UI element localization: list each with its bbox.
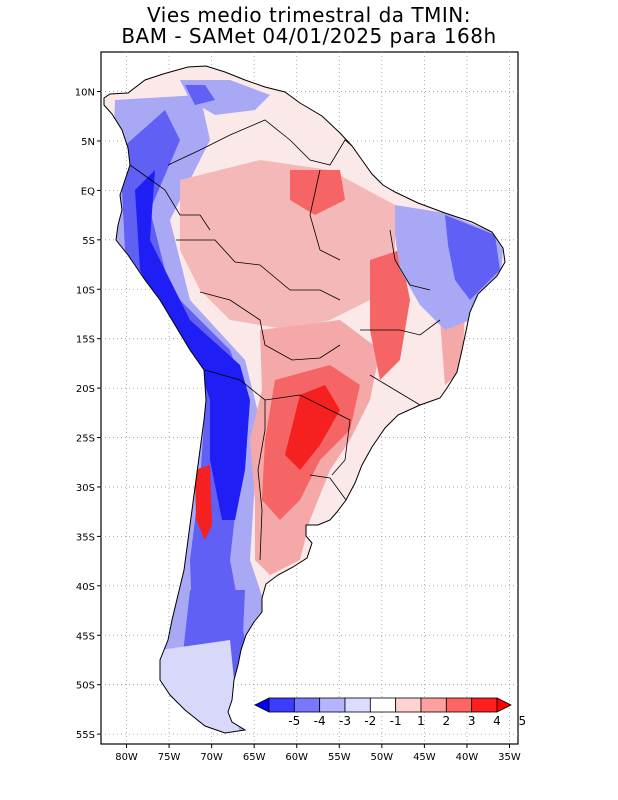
- country-borders: [129, 119, 441, 561]
- lat-tick-label: 20S: [76, 384, 95, 395]
- lat-tick-label: 40S: [76, 582, 95, 593]
- colorbar-bin: [369, 697, 397, 713]
- lat-tick-label: 15S: [76, 335, 95, 346]
- colorbar-label: 1: [417, 714, 425, 728]
- colorbar-label: -4: [314, 714, 326, 728]
- colorbar-label: 2: [443, 714, 451, 728]
- colorbar-bin: [293, 697, 321, 713]
- lon-tick-label: 75W: [158, 752, 181, 763]
- lat-tick-label: 55S: [76, 730, 95, 741]
- colorbar-label: -2: [364, 714, 376, 728]
- colorbar-label: -1: [390, 714, 402, 728]
- lat-tick-label: 10S: [76, 285, 95, 296]
- map-title-line2: BAM - SAMet 04/01/2025 para 168h: [121, 24, 497, 48]
- lon-tick-label: 65W: [243, 752, 266, 763]
- colorbar-bin: [420, 697, 447, 713]
- lon-tick-label: 35W: [498, 752, 521, 763]
- lon-tick-label: 60W: [285, 752, 308, 763]
- lon-tick-label: 50W: [371, 752, 394, 763]
- lon-tick-label: 45W: [413, 752, 436, 763]
- colorbar-label: -3: [339, 714, 351, 728]
- colorbar-bin: [319, 697, 346, 713]
- lat-tick-label: 5S: [82, 236, 95, 247]
- lat-tick-label: 5N: [81, 137, 95, 148]
- lon-tick-label: 55W: [328, 752, 351, 763]
- longitude-labels: 80W 75W 70W 65W 60W 55W 50W 45W 40W 35W: [115, 744, 521, 763]
- colorbar-label: -5: [288, 714, 300, 728]
- lat-tick-label: EQ: [81, 186, 95, 197]
- colorbar-bin: [268, 697, 295, 713]
- lat-tick-label: 45S: [76, 631, 95, 642]
- lon-tick-label: 40W: [456, 752, 479, 763]
- latitude-labels: 10N 5N EQ 5S 10S 15S 20S 25S 30S 35S 40S 45S 50S 55S: [75, 88, 101, 741]
- lat-tick-label: 10N: [75, 88, 95, 99]
- colorbar-bin: [471, 697, 498, 713]
- lat-tick-label: 35S: [76, 532, 95, 543]
- colorbar-bin: [445, 697, 473, 713]
- lat-tick-label: 25S: [76, 434, 95, 445]
- coastline: [103, 65, 506, 734]
- colorbar-label: 5: [519, 714, 527, 728]
- colorbar-max-arrow: [496, 697, 512, 713]
- colorbar-bin: [344, 697, 371, 713]
- colorbar: -5 -4 -3 -2 -1 1 2 3 4 5: [254, 697, 527, 728]
- colorbar-label: 4: [493, 714, 501, 728]
- map-title-line1: Vies medio trimestral da TMIN:: [147, 3, 471, 27]
- lat-tick-label: 30S: [76, 483, 95, 494]
- lat-tick-label: 50S: [76, 681, 95, 692]
- colorbar-bin: [395, 697, 422, 713]
- colorbar-label: 3: [468, 714, 476, 728]
- lon-tick-label: 70W: [200, 752, 223, 763]
- lon-tick-label: 80W: [115, 752, 138, 763]
